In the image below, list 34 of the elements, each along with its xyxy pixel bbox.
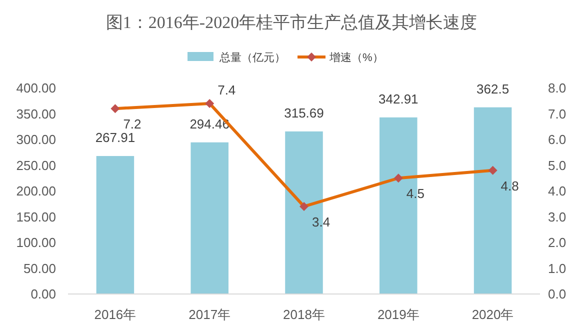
x-tick-label: 2017年 [188,307,231,322]
x-tick-label: 2018年 [283,307,325,322]
y2-tick-label: 5.0 [548,158,566,173]
y2-tick-label: 8.0 [548,80,566,96]
y-tick-label: 0.00 [30,286,56,302]
y2-tick-label: 6.0 [548,132,566,147]
bar [190,142,228,294]
chart-title: 图1：2016年-2020年桂平市生产总值及其增长速度 [106,13,478,32]
legend-label: 总量（亿元） [218,51,286,64]
y2-tick-label: 2.0 [548,235,566,250]
y-tick-label: 250.00 [16,158,56,173]
y-tick-label: 100.00 [16,235,56,250]
y-tick-label: 150.00 [16,209,56,224]
data-label: 342.91 [378,91,418,106]
y-tick-label: 50.00 [23,260,56,276]
y-tick-label: 200.00 [16,184,56,198]
x-tick-label: 2016年 [94,307,136,322]
data-label: 267.91 [95,130,136,146]
data-label: 7.4 [218,82,236,98]
x-tick-label: 2019年 [377,307,420,322]
y-tick-label: 400.00 [16,80,56,96]
y2-tick-label: 7.0 [548,106,566,122]
y2-tick-label: 1.0 [548,260,566,276]
y-tick-label: 300.00 [16,132,56,147]
legend-label: 增速（%） [328,51,384,64]
x-tick-label: 2020年 [472,307,514,322]
y2-tick-label: 3.0 [548,209,566,224]
data-label: 315.69 [284,105,324,120]
y2-tick-label: 0.0 [548,286,566,302]
y-tick-label: 350.00 [16,106,56,122]
bar [96,156,134,294]
y2-tick-label: 4.0 [548,184,566,198]
data-label: 362.5 [476,81,510,96]
data-label: 7.2 [123,116,142,132]
